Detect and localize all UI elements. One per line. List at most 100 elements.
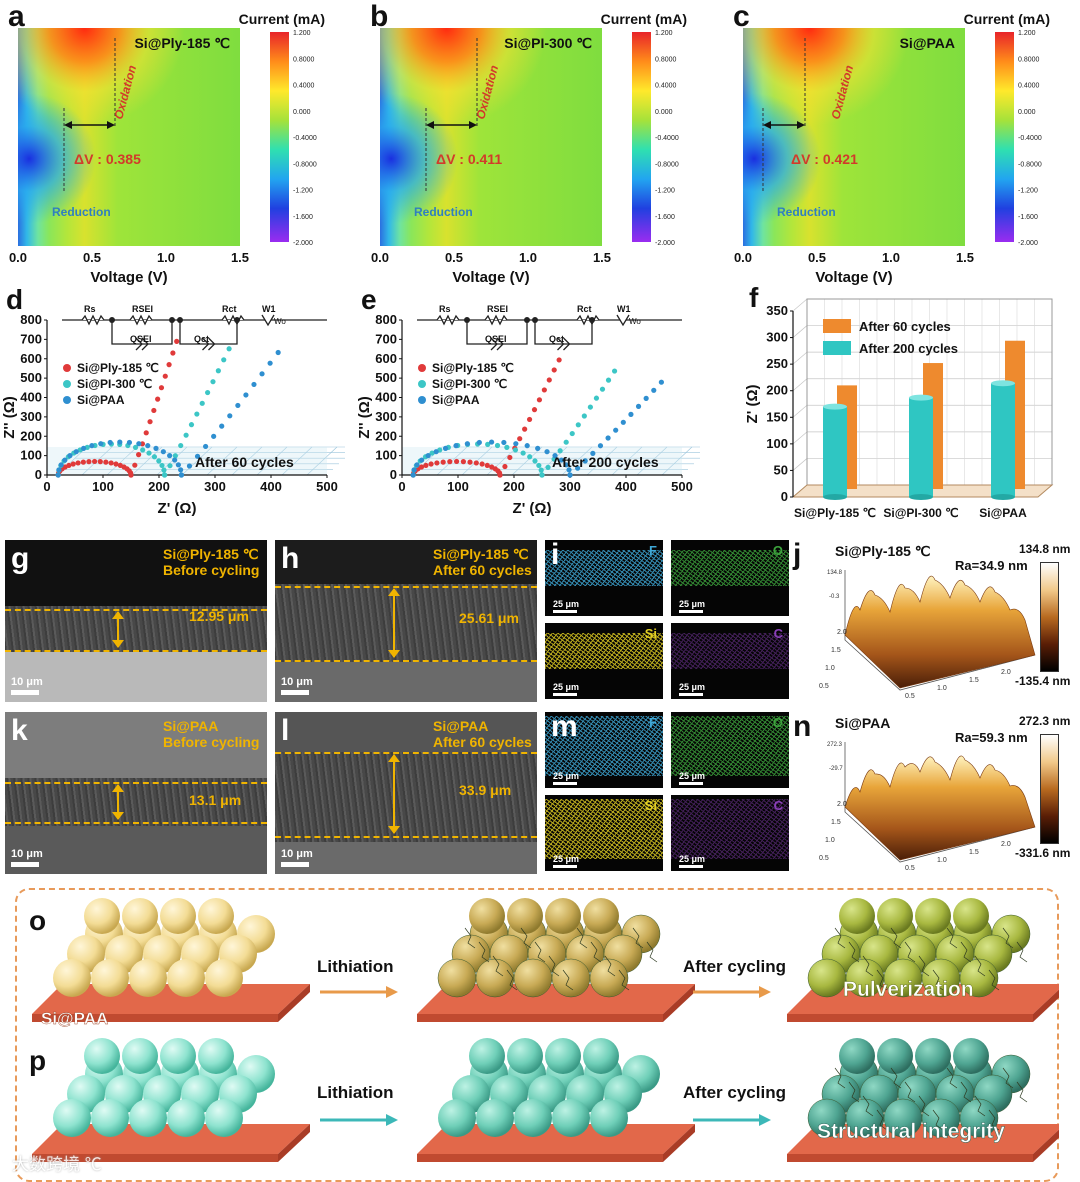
afm-surface-mesh: [844, 755, 1036, 861]
particle: [589, 958, 629, 998]
data-point: [460, 459, 466, 465]
data-point: [210, 379, 216, 385]
eds-map-c: C 25 μm: [671, 795, 789, 871]
afm-z-tick: -29.7: [829, 766, 843, 772]
scale-bar-label: 10 μm: [281, 676, 313, 688]
eds-element-label: F: [649, 715, 657, 730]
o-lithiated: [417, 898, 695, 1022]
data-point: [80, 445, 87, 451]
data-point: [172, 457, 178, 463]
data-point: [658, 379, 664, 385]
equivalent-circuit: Rs RSEI QSEI Rct Qct W1 Wo: [417, 304, 682, 351]
data-point: [132, 462, 138, 468]
data-point: [453, 443, 459, 449]
data-point: [428, 461, 434, 467]
cv-heatmap-a: Si@Ply-185 ℃ΔV : 0.385OxidationReduction…: [9, 11, 325, 285]
data-point: [167, 453, 173, 459]
scale-bar-label: 10 μm: [281, 848, 313, 860]
arrow-head-up: [112, 784, 124, 792]
data-point: [599, 386, 606, 392]
particle: [915, 898, 951, 934]
particle: [53, 959, 91, 997]
afm-y-tick: 1.0: [825, 837, 835, 844]
arrow-head-up: [388, 754, 400, 762]
afm-x-tick: 0.5: [905, 865, 915, 872]
y-tick-label: 500: [20, 370, 42, 385]
scale-bar: [11, 862, 39, 867]
eis-caption: After 200 cycles: [552, 454, 659, 470]
data-point: [433, 449, 439, 455]
cv-title: Si@PAA: [900, 35, 955, 51]
y-tick-label: 400: [20, 390, 42, 405]
eis-plot-e: 800 700 600 500 400 300 200 100 00 100 200 300 400 50…: [356, 285, 700, 517]
legend-entry: After 60 cycles: [859, 319, 951, 334]
legend-entry: Si@Ply-185 ℃: [432, 361, 514, 375]
eds-scale-label: 25 μm: [553, 599, 580, 609]
y-axis-label: Z'' (Ω): [1, 396, 18, 438]
y-tick-label: 250: [766, 356, 788, 371]
eds-signal: [545, 799, 663, 859]
data-point: [259, 371, 265, 377]
category-label: Si@Ply-185 ℃: [794, 506, 876, 520]
panel-label-g: g: [11, 542, 30, 575]
data-point: [419, 457, 425, 463]
data-point: [73, 449, 79, 455]
data-point: [147, 419, 153, 425]
colorbar-tick: 0.000: [293, 109, 311, 116]
x-axis-label: Voltage (V): [815, 269, 892, 285]
data-point: [107, 439, 113, 446]
panel-label-o: o: [29, 905, 46, 936]
eds-scale-label: 25 μm: [679, 682, 706, 692]
data-point: [183, 432, 189, 438]
particle: [160, 898, 196, 934]
colorbar-tick: 0.000: [655, 109, 673, 116]
color-bar: [632, 32, 651, 242]
data-point: [544, 449, 550, 455]
circuit-label: Rct: [577, 304, 592, 314]
colorbar-tick: -1.200: [655, 188, 675, 195]
panel-label-m: m: [551, 710, 578, 743]
data-point: [243, 392, 249, 398]
data-point: [161, 467, 167, 473]
x-tick-label: 300: [204, 479, 226, 494]
sem-image-l: 33.9 μm Si@PAA After 60 cycles 10 μm l: [275, 712, 537, 874]
afm-colorbar: [1040, 562, 1059, 672]
particle: [545, 898, 581, 934]
colorbar-tick: -1.600: [1018, 214, 1038, 221]
data-point: [620, 419, 626, 425]
panel-label-k: k: [11, 714, 28, 747]
data-point: [58, 462, 64, 468]
data-point: [590, 450, 596, 456]
particle: [438, 1099, 476, 1137]
color-bar: [995, 32, 1014, 242]
eds-scale-bar: [553, 693, 577, 696]
colorbar-tick: 0.8000: [655, 56, 677, 63]
data-point: [442, 445, 449, 451]
afm-z-tick: 134.8: [827, 570, 843, 576]
data-point: [546, 377, 552, 383]
eds-element-label: O: [772, 543, 783, 558]
y-tick-label: 350: [766, 303, 788, 318]
x-tick-label: 1.5: [231, 250, 249, 265]
series-2: [410, 379, 664, 478]
thickness-arrow: [117, 612, 119, 647]
data-point: [440, 459, 446, 465]
x-tick-label: 0.0: [734, 250, 752, 265]
circuit-label: Wo: [629, 317, 641, 326]
data-point: [126, 439, 133, 446]
data-point: [454, 458, 460, 465]
x-tick-label: 1.0: [882, 250, 900, 265]
x-tick-label: 400: [615, 479, 637, 494]
data-point: [541, 387, 547, 393]
particle: [122, 1038, 158, 1074]
y-tick-label: 200: [375, 428, 397, 443]
eds-element-label: Si: [644, 626, 657, 641]
data-point: [227, 413, 233, 419]
circuit-label: RSEI: [487, 304, 508, 314]
data-point: [605, 377, 612, 383]
afm-y-tick: 0.5: [819, 855, 829, 862]
data-point: [108, 460, 114, 466]
data-point: [569, 430, 575, 437]
thickness-guide-bottom: [275, 836, 537, 838]
data-point: [517, 436, 523, 442]
